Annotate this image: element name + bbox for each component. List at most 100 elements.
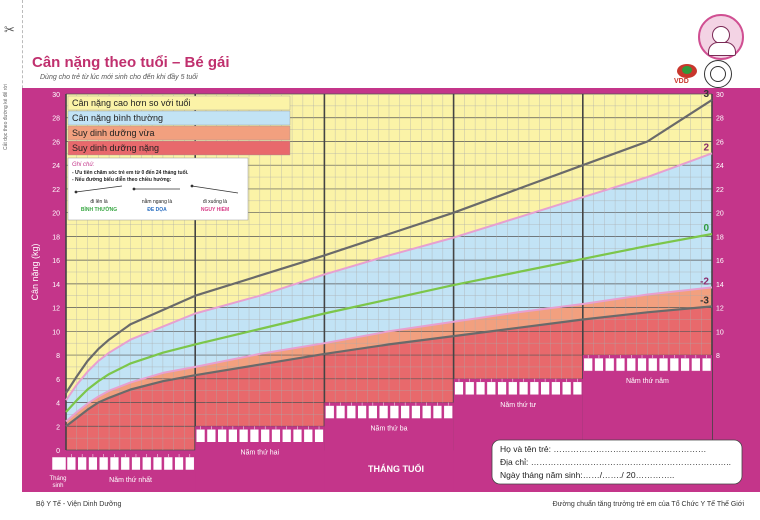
- legend-label: Cân nặng cao hơn so với tuổi: [72, 98, 190, 108]
- y-tick-left: 6: [56, 377, 60, 384]
- trend-dot: [132, 187, 136, 191]
- birth-label-1: Tháng: [49, 476, 66, 482]
- month-box: [669, 357, 679, 372]
- footer-left-text: Bộ Y Tế - Viện Dinh Dưỡng: [36, 499, 122, 508]
- scissors-icon: ✂: [4, 22, 15, 37]
- footer-band: [22, 492, 760, 520]
- month-box: [249, 429, 260, 443]
- legend-label: Suy dinh dưỡng nặng: [72, 143, 159, 153]
- series-label-minus2: -2: [700, 276, 709, 287]
- y-tick-left: 22: [52, 187, 60, 194]
- series-line-0: [65, 232, 713, 413]
- legend-item: [67, 125, 291, 141]
- cut-line: ✂ Cắt dọc theo đường kẻ để rời: [0, 0, 23, 520]
- child-address-field: Địa chỉ: ……………………………………………………………..: [500, 457, 731, 467]
- month-box: [454, 381, 464, 396]
- month-box: [346, 405, 356, 419]
- y-tick-right: 16: [716, 258, 724, 265]
- chart-area: 3 2 0 -2 -3 0 2 4 6 8 10 12 14 16 18 20 22 24 26 28 30 8 10 12 1…: [22, 88, 760, 520]
- year-label: Năm thứ ba: [371, 426, 408, 433]
- month-box: [562, 381, 572, 396]
- y-tick-left: 14: [52, 282, 60, 289]
- month-box: [465, 381, 475, 396]
- y-tick-left: 12: [52, 306, 60, 313]
- month-box: [626, 357, 636, 372]
- month-box: [282, 429, 292, 443]
- trend-caption: đi lên là: [90, 199, 107, 205]
- y-tick-left: 4: [56, 401, 60, 408]
- series-line-minus3: [65, 305, 713, 428]
- trend-status: ĐE DỌA: [147, 207, 167, 213]
- y-tick-right: 22: [716, 187, 724, 194]
- month-box: [378, 405, 389, 419]
- month-box: [303, 429, 313, 443]
- trend-status: NGUY HIỂM: [201, 206, 229, 213]
- month-box: [637, 357, 647, 372]
- month-box: [357, 405, 367, 419]
- month-box: [195, 429, 206, 443]
- y-tick-left: 26: [52, 139, 60, 146]
- y-tick-right: 26: [716, 139, 724, 146]
- month-box: [292, 429, 303, 443]
- month-box: [594, 357, 604, 372]
- series-line-3: [65, 98, 713, 394]
- month-box: [529, 381, 539, 396]
- series-line-minus2: [65, 286, 713, 423]
- child-info-box: [491, 439, 743, 485]
- month-box: [540, 381, 550, 396]
- birth-label-2: sinh: [52, 483, 63, 489]
- vdd-logo-icon: VDD: [674, 64, 700, 86]
- month-box: [475, 381, 486, 396]
- month-box: [615, 357, 626, 372]
- child-name-field: Họ và tên trẻ: ………………………………………………: [500, 444, 706, 454]
- y-tick-left: 24: [52, 163, 60, 170]
- month-box: [174, 456, 184, 471]
- birth-box: [51, 456, 67, 471]
- y-tick-right: 12: [716, 306, 724, 313]
- legend-label: Suy dinh dưỡng vừa: [72, 128, 155, 138]
- month-box: [335, 405, 346, 419]
- cut-instruction: Cắt dọc theo đường kẻ để rời: [3, 84, 9, 150]
- month-box: [228, 429, 238, 443]
- y-tick-right: 30: [716, 92, 724, 99]
- year-label: Năm thứ hai: [241, 449, 280, 456]
- child-dob-field: Ngày tháng năm sinh:……/……./ 20…………..: [500, 470, 674, 480]
- month-box: [260, 429, 270, 443]
- trend-line: [191, 185, 239, 194]
- y-tick-left: 10: [52, 329, 60, 336]
- series-line-2: [65, 152, 713, 401]
- trend-caption: đi xuống là: [203, 199, 227, 205]
- month-box: [518, 381, 529, 396]
- series-label-3: 3: [703, 89, 709, 100]
- page-title: Cân nặng theo tuổi – Bé gái: [32, 54, 230, 71]
- trend-dot: [74, 190, 78, 194]
- notes-heading: Ghi chú:: [72, 162, 95, 168]
- month-box: [551, 381, 561, 396]
- month-box: [185, 456, 195, 471]
- legend-label: Cân nặng bình thường: [72, 113, 163, 123]
- y-tick-left: 20: [52, 211, 60, 218]
- month-box: [314, 429, 324, 443]
- month-box: [508, 381, 518, 396]
- nurse-logo-icon: [698, 14, 744, 60]
- month-box: [217, 429, 227, 443]
- series-label-0: 0: [703, 223, 709, 234]
- notes-line-2: - Nếu đường biểu diễn theo chiều hướng:: [72, 176, 172, 183]
- y-tick-right: 20: [716, 211, 724, 218]
- legend-item: [67, 95, 291, 111]
- y-tick-right: 18: [716, 234, 724, 241]
- y-tick-right: 8: [716, 353, 720, 360]
- trend-status: BÌNH THƯỜNG: [81, 205, 117, 213]
- trend-dot: [190, 184, 194, 188]
- month-box: [142, 456, 152, 471]
- y-tick-left: 16: [52, 258, 60, 265]
- y-tick-right: 14: [716, 282, 724, 289]
- y-tick-left: 30: [52, 92, 60, 99]
- month-box: [422, 405, 432, 419]
- month-box: [163, 456, 173, 471]
- y-tick-left: 8: [56, 353, 60, 360]
- year-label: Năm thứ năm: [626, 378, 669, 385]
- y-tick-left: 28: [52, 116, 60, 123]
- month-box: [572, 381, 583, 396]
